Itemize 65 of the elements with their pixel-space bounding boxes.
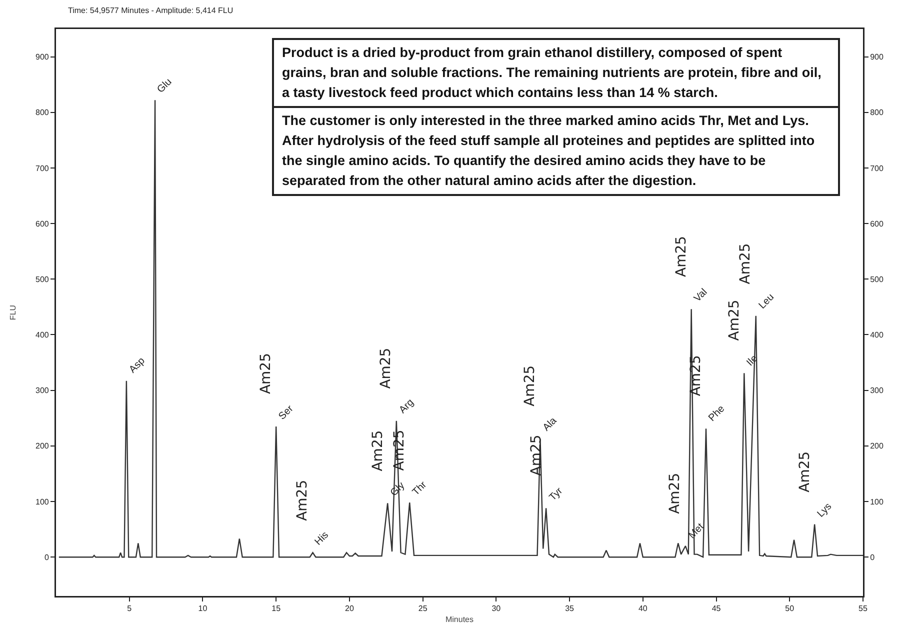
- y2-tick-label: 0: [870, 552, 876, 562]
- annotation: Ala: [541, 415, 560, 434]
- y2-tick-label: 400: [870, 330, 884, 340]
- annotation: Tyr: [547, 485, 566, 504]
- x-tick-label: 50: [785, 604, 795, 614]
- y-tick-label: 600: [36, 219, 50, 228]
- y-tick-label: 400: [36, 330, 50, 340]
- annotation: Leu: [756, 292, 776, 312]
- annotation: Am25: [370, 430, 386, 472]
- y-axis-title: FLU: [8, 304, 18, 320]
- annotation: Am25: [522, 365, 538, 406]
- annotation: Am25: [528, 434, 544, 476]
- annotation: His: [312, 530, 331, 548]
- x-tick-label: 25: [418, 604, 428, 614]
- y2-tick-label: 900: [870, 52, 884, 62]
- annotation: Ile: [744, 352, 760, 368]
- y-tick-label: 200: [36, 442, 50, 451]
- x-tick-label: 20: [344, 604, 354, 614]
- y2-tick-label: 200: [870, 442, 884, 451]
- y-tick-label: 100: [36, 497, 50, 506]
- y2-tick-label: 500: [870, 274, 884, 284]
- annotation: Ser: [276, 402, 296, 422]
- x-tick-label: 10: [198, 604, 208, 614]
- x-tick-label: 5: [127, 604, 132, 614]
- annotation: Am25: [392, 430, 408, 471]
- x-axis-title: Minutes: [445, 614, 474, 624]
- text: Time: 54,9577 Minutes - Amplitude: 5,414 FLU: [68, 6, 234, 15]
- annotation: Am25: [688, 355, 704, 396]
- annotation: Am25: [674, 236, 690, 277]
- y2-tick-label: 300: [870, 386, 884, 396]
- annotation: Glu: [155, 76, 174, 96]
- annotation: Asp: [127, 355, 148, 376]
- y-tick-label: 0: [44, 552, 50, 562]
- annotation: Phe: [706, 403, 728, 424]
- y-tick-label: 700: [36, 164, 50, 173]
- y2-tick-label: 600: [870, 219, 884, 228]
- annotation: Thr: [410, 479, 430, 498]
- annotation: Gly: [388, 480, 407, 499]
- annotation: Met: [686, 521, 706, 542]
- annotation: Am25: [258, 353, 274, 394]
- y2-tick-label: 800: [870, 108, 884, 118]
- x-tick-label: 40: [638, 604, 648, 614]
- y-tick-label: 500: [36, 274, 50, 284]
- annotation: Lys: [816, 501, 834, 520]
- annotation: Arg: [397, 397, 416, 416]
- x-tick-label: 15: [272, 604, 282, 614]
- annotation: Am25: [378, 348, 394, 389]
- annotation: Am25: [726, 300, 743, 341]
- annotation: The customer is only interested in the three marked amino acids Thr, Met and Lys. After hydrolysis of the feed stuff sample all proteines and peptides are splitted into the single amino acids. To quantify the desired amino acids they have to be separated from the other natural amino acids after the digestion.: [272, 106, 840, 196]
- annotation: Am25: [796, 451, 813, 492]
- y2-tick-label: 700: [870, 164, 884, 173]
- y-tick-label: 900: [36, 52, 50, 62]
- x-tick-label: 55: [858, 604, 868, 614]
- line-series: [58, 100, 863, 558]
- y2-tick-label: 100: [870, 497, 884, 506]
- annotation: Product is a dried by-product from grain ethanol distillery, composed of spent grains, bran and soluble fractions. The remaining nutrients are protein, fibre and oil, a tasty livestock feed product which contains less than 14 % starch.: [272, 38, 840, 108]
- x-tick-label: 30: [492, 604, 502, 614]
- annotation: Am25: [294, 480, 311, 521]
- x-tick-label: 45: [712, 604, 722, 614]
- annotation: Val: [692, 286, 710, 304]
- x-tick-label: 35: [565, 604, 575, 614]
- annotation: Am25: [666, 472, 683, 514]
- y-tick-label: 300: [36, 386, 50, 396]
- annotation: Am25: [738, 243, 754, 284]
- y-tick-label: 800: [36, 108, 50, 118]
